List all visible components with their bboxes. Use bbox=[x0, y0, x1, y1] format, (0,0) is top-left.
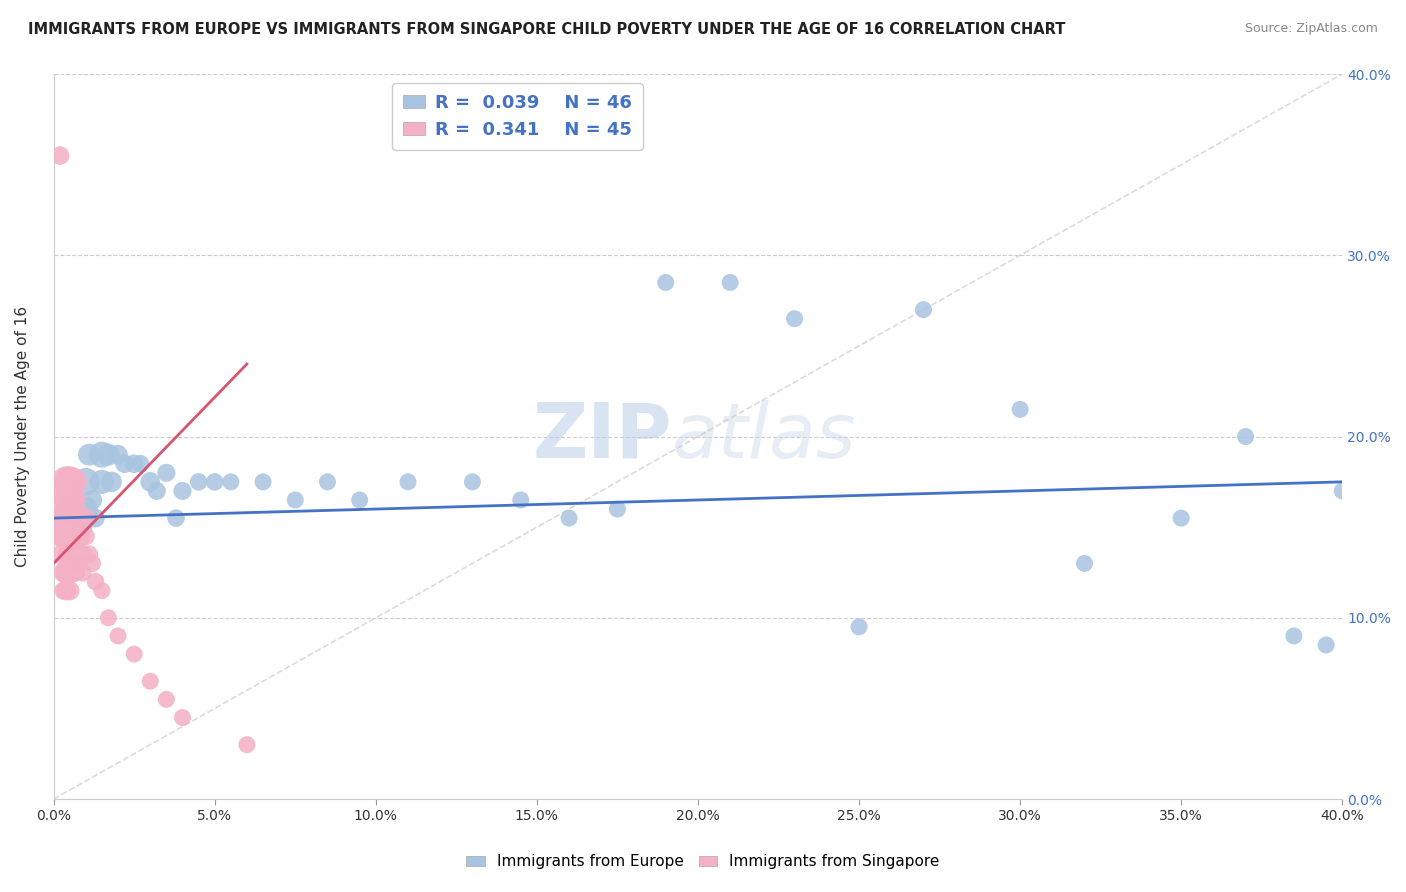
Point bbox=[49, 148, 72, 162]
Point bbox=[59, 511, 82, 525]
Point bbox=[52, 529, 75, 543]
Point bbox=[55, 475, 77, 489]
Point bbox=[316, 475, 339, 489]
Point bbox=[396, 475, 419, 489]
Point bbox=[107, 629, 129, 643]
Point bbox=[52, 583, 75, 598]
Point bbox=[62, 511, 84, 525]
Point bbox=[65, 547, 87, 561]
Point bbox=[55, 566, 77, 580]
Point bbox=[783, 311, 806, 326]
Point bbox=[1282, 629, 1305, 643]
Point bbox=[82, 493, 104, 508]
Point bbox=[912, 302, 935, 317]
Point bbox=[219, 475, 242, 489]
Point bbox=[65, 529, 87, 543]
Point bbox=[718, 276, 741, 290]
Point bbox=[187, 475, 209, 489]
Point bbox=[67, 557, 90, 571]
Point bbox=[52, 566, 75, 580]
Text: atlas: atlas bbox=[672, 400, 856, 474]
Point bbox=[52, 511, 75, 525]
Legend: Immigrants from Europe, Immigrants from Singapore: Immigrants from Europe, Immigrants from … bbox=[460, 848, 946, 875]
Point bbox=[75, 529, 97, 543]
Point bbox=[252, 475, 274, 489]
Point bbox=[349, 493, 371, 508]
Point bbox=[59, 502, 82, 516]
Point bbox=[72, 520, 94, 534]
Point bbox=[75, 511, 97, 525]
Point bbox=[62, 475, 84, 489]
Point bbox=[67, 547, 90, 561]
Point bbox=[59, 566, 82, 580]
Text: ZIP: ZIP bbox=[533, 400, 672, 474]
Point bbox=[97, 448, 120, 462]
Point bbox=[65, 493, 87, 508]
Point bbox=[55, 529, 77, 543]
Point bbox=[1315, 638, 1337, 652]
Point bbox=[72, 547, 94, 561]
Point bbox=[59, 475, 82, 489]
Point bbox=[100, 475, 122, 489]
Point bbox=[139, 674, 162, 689]
Point bbox=[172, 710, 194, 724]
Point bbox=[65, 566, 87, 580]
Point bbox=[52, 547, 75, 561]
Point bbox=[509, 493, 531, 508]
Point bbox=[107, 448, 129, 462]
Point bbox=[1073, 557, 1095, 571]
Text: Source: ZipAtlas.com: Source: ZipAtlas.com bbox=[1244, 22, 1378, 36]
Point bbox=[1331, 483, 1354, 498]
Point bbox=[1234, 429, 1257, 443]
Point bbox=[62, 493, 84, 508]
Point bbox=[65, 511, 87, 525]
Text: IMMIGRANTS FROM EUROPE VS IMMIGRANTS FROM SINGAPORE CHILD POVERTY UNDER THE AGE : IMMIGRANTS FROM EUROPE VS IMMIGRANTS FRO… bbox=[28, 22, 1066, 37]
Y-axis label: Child Poverty Under the Age of 16: Child Poverty Under the Age of 16 bbox=[15, 306, 30, 567]
Point bbox=[155, 466, 177, 480]
Point bbox=[91, 475, 114, 489]
Point bbox=[62, 547, 84, 561]
Point bbox=[84, 511, 107, 525]
Point bbox=[165, 511, 187, 525]
Point bbox=[461, 475, 484, 489]
Point bbox=[91, 448, 114, 462]
Point bbox=[204, 475, 226, 489]
Point bbox=[91, 583, 114, 598]
Point bbox=[59, 583, 82, 598]
Point bbox=[67, 529, 90, 543]
Point bbox=[848, 620, 870, 634]
Point bbox=[236, 738, 259, 752]
Legend: R =  0.039    N = 46, R =  0.341    N = 45: R = 0.039 N = 46, R = 0.341 N = 45 bbox=[392, 83, 643, 150]
Point bbox=[145, 483, 167, 498]
Point bbox=[82, 557, 104, 571]
Point bbox=[84, 574, 107, 589]
Point bbox=[122, 457, 145, 471]
Point bbox=[606, 502, 628, 516]
Point bbox=[59, 547, 82, 561]
Point bbox=[62, 529, 84, 543]
Point bbox=[172, 483, 194, 498]
Point bbox=[129, 457, 152, 471]
Point bbox=[1010, 402, 1032, 417]
Point bbox=[77, 448, 100, 462]
Point bbox=[558, 511, 581, 525]
Point bbox=[284, 493, 307, 508]
Point bbox=[55, 511, 77, 525]
Point bbox=[55, 493, 77, 508]
Point bbox=[75, 475, 97, 489]
Point bbox=[59, 529, 82, 543]
Point bbox=[72, 566, 94, 580]
Point bbox=[1170, 511, 1192, 525]
Point bbox=[59, 493, 82, 508]
Point bbox=[97, 611, 120, 625]
Point bbox=[654, 276, 676, 290]
Point bbox=[122, 647, 145, 661]
Point bbox=[155, 692, 177, 706]
Point bbox=[77, 547, 100, 561]
Point bbox=[55, 583, 77, 598]
Point bbox=[139, 475, 162, 489]
Point bbox=[75, 502, 97, 516]
Point bbox=[114, 457, 136, 471]
